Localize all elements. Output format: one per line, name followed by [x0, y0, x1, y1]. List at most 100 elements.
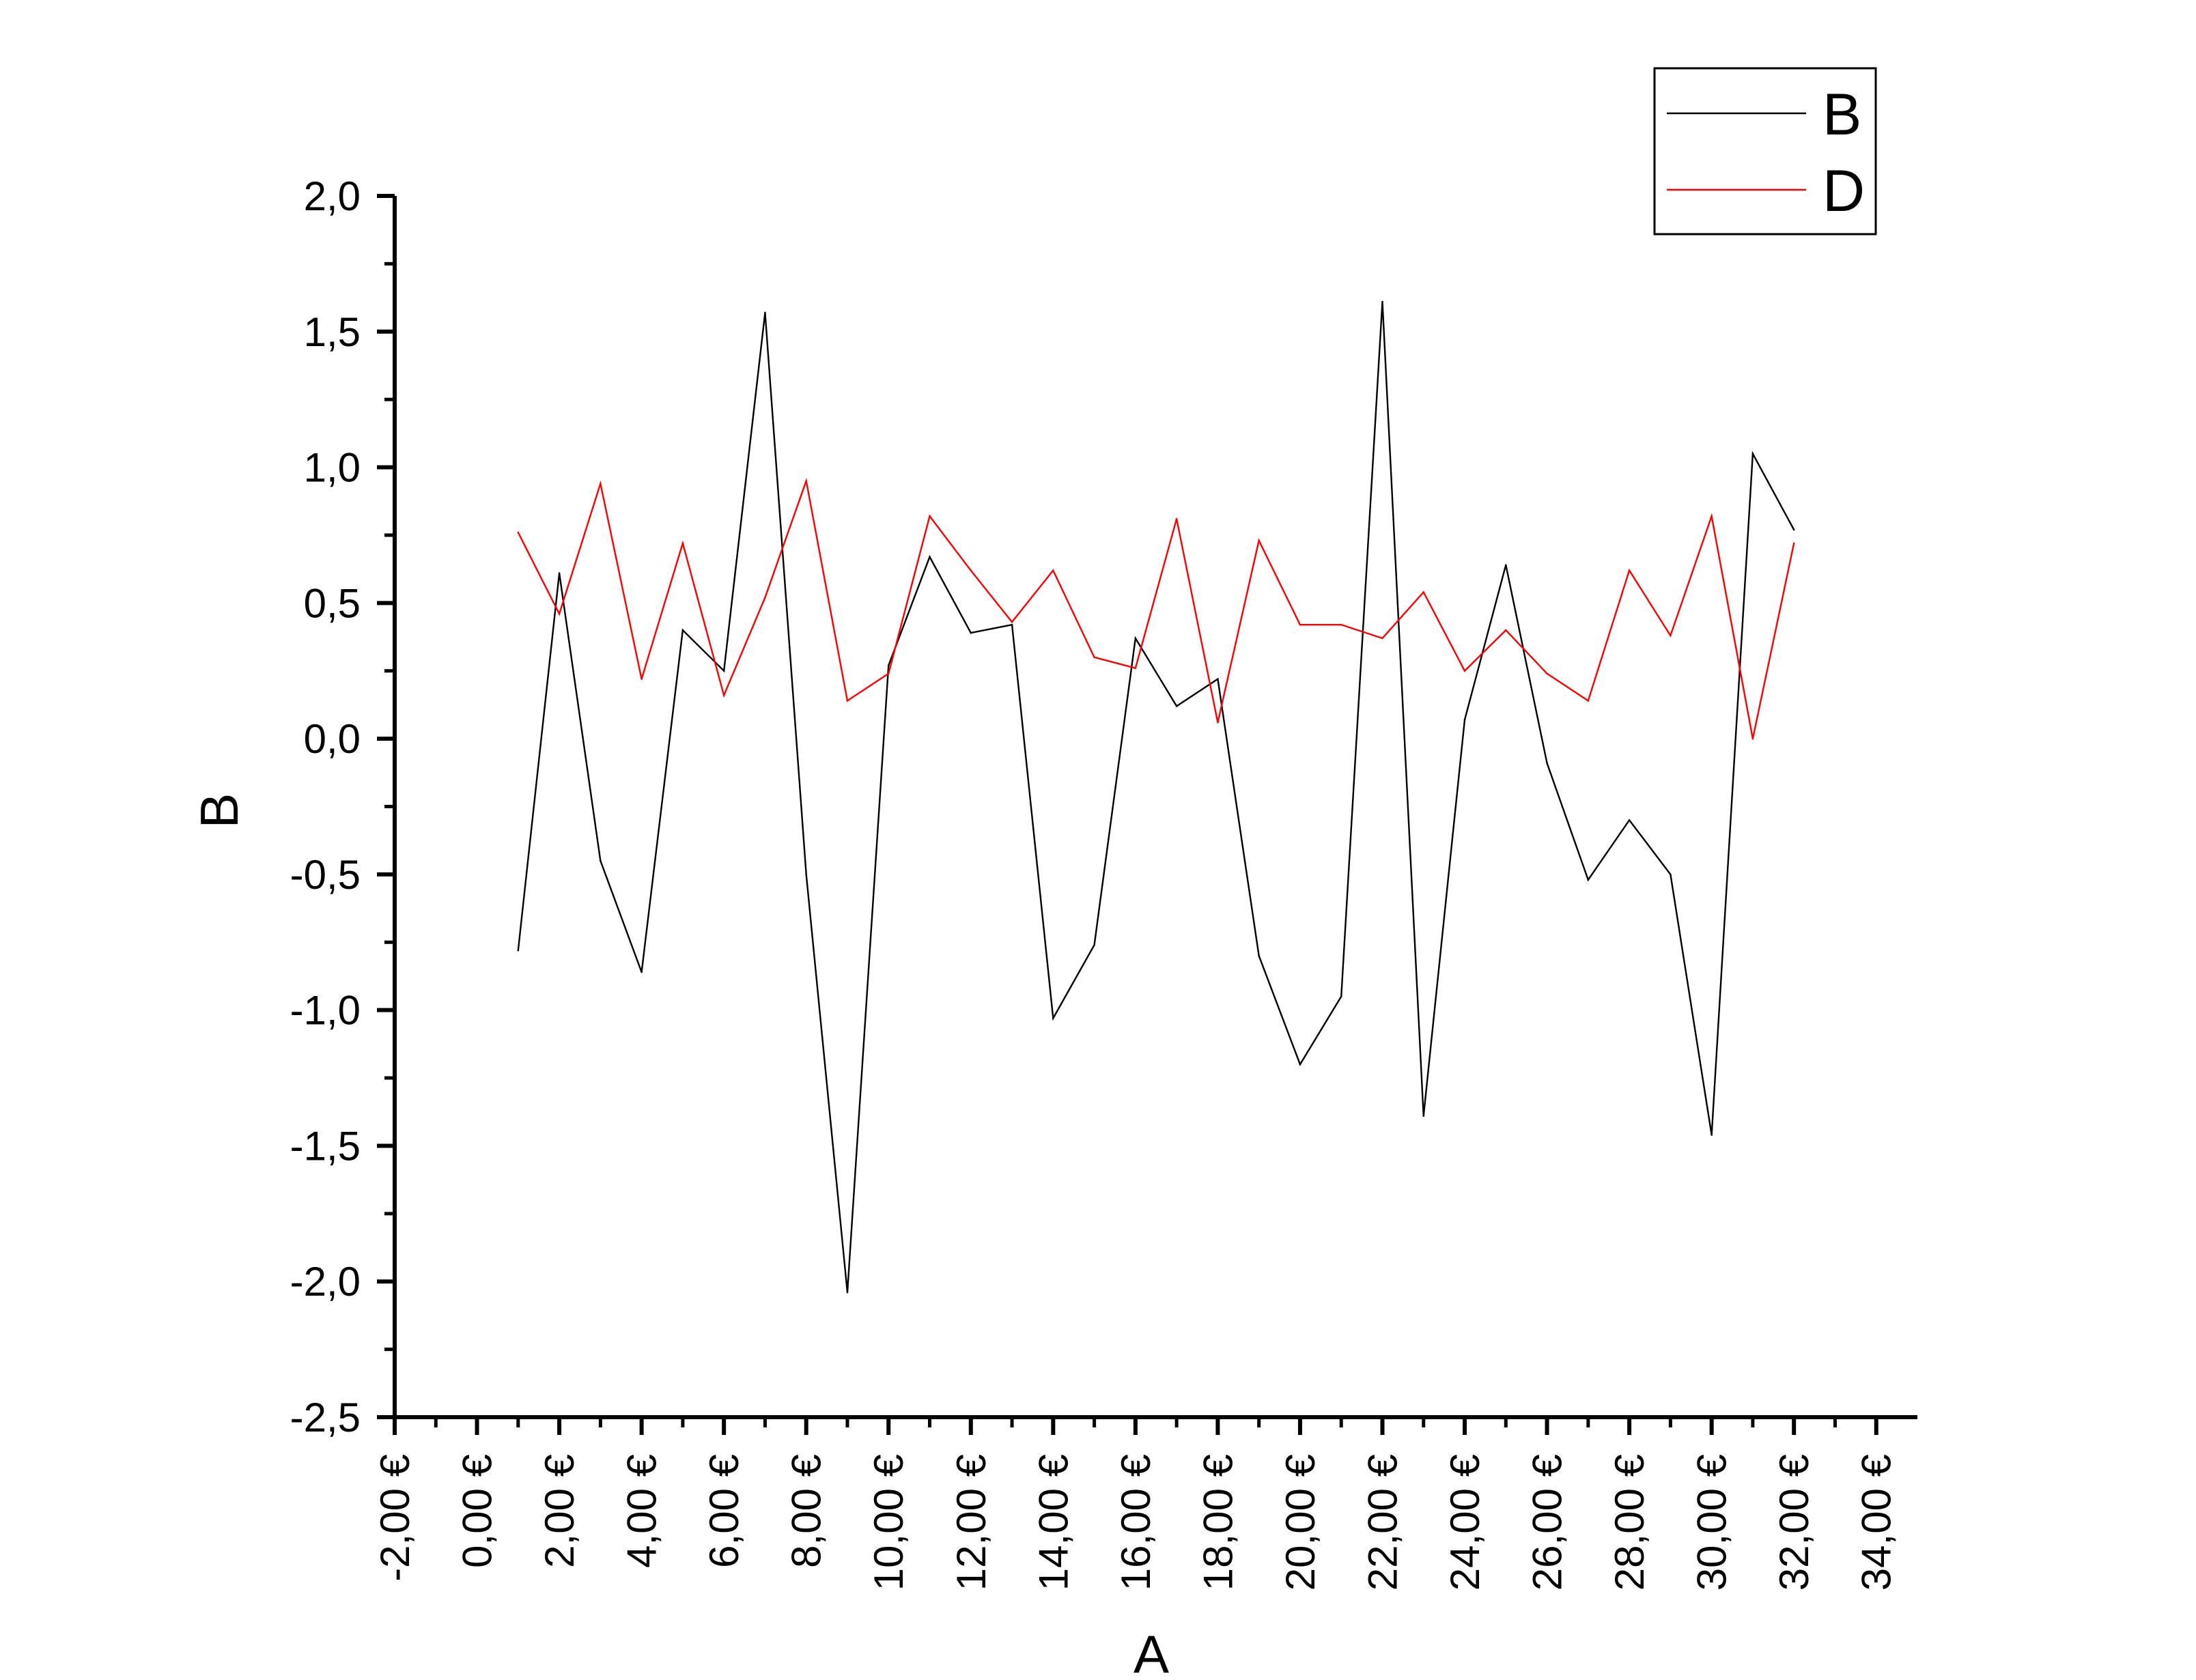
- data-point: [1340, 995, 1342, 998]
- y-tick-label: 2,0: [304, 173, 361, 219]
- data-point: [722, 694, 725, 696]
- y-tick-label: 0,0: [304, 716, 361, 762]
- legend: BD: [1653, 67, 1877, 236]
- data-point: [1217, 721, 1219, 724]
- data-point: [681, 629, 684, 631]
- data-point: [517, 949, 520, 952]
- data-point: [1792, 542, 1795, 545]
- x-tick-label: 8,00 €: [784, 1454, 830, 1568]
- data-point: [1504, 564, 1507, 566]
- y-axis-title: B: [189, 793, 249, 828]
- data-point: [1134, 667, 1137, 670]
- data-point: [1711, 515, 1713, 517]
- x-tick-label: 6,00 €: [701, 1454, 747, 1568]
- data-point: [1628, 819, 1631, 821]
- data-point: [1546, 762, 1548, 765]
- y-tick-label: 1,5: [304, 309, 361, 355]
- data-point: [1217, 678, 1219, 680]
- data-point: [1093, 943, 1095, 946]
- data-point: [1299, 1063, 1301, 1066]
- series-line-b: [517, 301, 1795, 1293]
- data-point: [1299, 623, 1301, 626]
- x-tick-label: 12,00 €: [948, 1454, 994, 1591]
- data-point: [805, 873, 808, 876]
- data-point: [929, 556, 931, 558]
- data-point: [970, 631, 972, 634]
- data-point: [1052, 569, 1054, 571]
- data-point: [681, 542, 684, 545]
- data-point: [1711, 1134, 1713, 1136]
- y-tick-label: -1,5: [290, 1123, 361, 1169]
- legend-label: D: [1822, 158, 1865, 224]
- data-point: [558, 572, 561, 574]
- x-tick-label: 14,00 €: [1030, 1454, 1076, 1591]
- data-point: [1381, 300, 1383, 303]
- y-tick-label: -0,5: [290, 852, 361, 898]
- y-axis: -2,5 -2,0 -1,5 -1,0 -0,5 0,0 0,5 1,0 1,5 2,0: [290, 173, 397, 1440]
- data-point: [1011, 623, 1013, 626]
- data-point: [1587, 700, 1590, 702]
- x-axis: -2,00 € 0,00 € 2,00 € 4,00 € 6,00 € 8,00 € 10,…: [372, 1415, 1917, 1591]
- plot-area: [517, 300, 1795, 1294]
- x-tick-label: 32,00 €: [1771, 1454, 1817, 1591]
- data-point: [1628, 569, 1631, 571]
- data-point: [1463, 670, 1466, 672]
- x-tick-label: 0,00 €: [455, 1454, 501, 1568]
- x-tick-label: 28,00 €: [1607, 1454, 1652, 1591]
- data-point: [1546, 672, 1548, 674]
- data-point: [640, 971, 643, 973]
- x-tick-label: 2,00 €: [537, 1454, 582, 1568]
- data-point: [1093, 656, 1095, 659]
- y-tick-label: -2,5: [290, 1395, 361, 1440]
- data-point: [558, 612, 561, 615]
- data-point: [1175, 517, 1178, 520]
- y-tick-label: 1,0: [304, 445, 361, 491]
- data-point: [1011, 621, 1013, 623]
- x-tick-label: 26,00 €: [1525, 1454, 1571, 1591]
- data-point: [805, 480, 808, 482]
- data-point: [517, 531, 520, 534]
- x-tick-label: 34,00 €: [1854, 1454, 1900, 1591]
- data-point: [1258, 539, 1260, 542]
- x-tick-label: 20,00 €: [1278, 1454, 1323, 1591]
- data-point: [1751, 453, 1754, 455]
- data-point: [1134, 637, 1137, 640]
- data-point: [846, 1291, 849, 1294]
- data-point: [1422, 591, 1425, 593]
- data-point: [600, 483, 602, 485]
- x-tick-label: 30,00 €: [1689, 1454, 1735, 1591]
- y-tick-label: -1,0: [290, 988, 361, 1034]
- data-point: [764, 597, 766, 599]
- data-point: [1504, 629, 1507, 631]
- data-point: [1463, 718, 1466, 721]
- data-point: [600, 859, 602, 862]
- data-point: [722, 670, 725, 672]
- x-tick-label: -2,00 €: [372, 1454, 418, 1582]
- data-point: [970, 569, 972, 571]
- series-d: [517, 477, 1795, 740]
- x-tick-label: 16,00 €: [1113, 1454, 1159, 1591]
- series-b: [517, 300, 1795, 1294]
- data-point: [764, 311, 766, 314]
- data-point: [1258, 954, 1260, 957]
- data-point: [846, 700, 849, 702]
- data-point: [1340, 623, 1342, 626]
- data-point: [1381, 637, 1383, 640]
- legend-item-b: B: [1667, 82, 1861, 147]
- data-point: [1751, 737, 1754, 740]
- data-point: [1587, 879, 1590, 881]
- x-tick-label: 18,00 €: [1195, 1454, 1241, 1591]
- data-point: [1670, 634, 1672, 637]
- y-tick-label: -2,0: [290, 1259, 361, 1305]
- x-tick-label: 24,00 €: [1442, 1454, 1488, 1591]
- data-point: [1792, 528, 1795, 531]
- legend-box: [1653, 67, 1877, 236]
- data-point: [1422, 1115, 1425, 1117]
- series-line-d: [517, 477, 1795, 739]
- x-tick-label: 22,00 €: [1360, 1454, 1405, 1591]
- legend-label: B: [1822, 82, 1861, 147]
- x-tick-label: 4,00 €: [619, 1454, 665, 1568]
- y-tick-label: 0,5: [304, 580, 361, 626]
- data-point: [887, 664, 890, 667]
- legend-item-d: D: [1667, 158, 1865, 224]
